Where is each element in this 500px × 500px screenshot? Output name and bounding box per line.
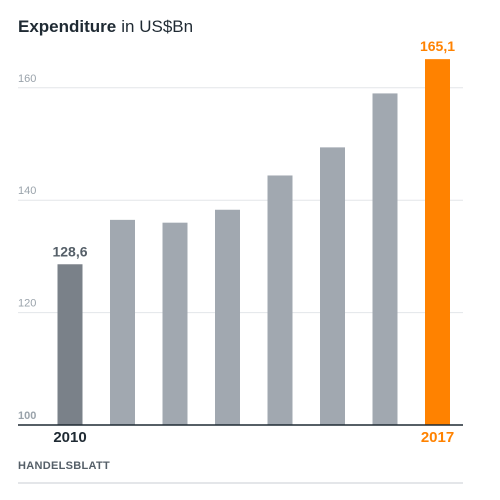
chart-title-group: Expenditure in US$Bn xyxy=(18,17,193,36)
y-tick-label-140: 140 xyxy=(18,185,36,197)
y-tick-label-160: 160 xyxy=(18,73,36,85)
data-label-first: 128,6 xyxy=(52,243,87,259)
x-tick-label-2017: 2017 xyxy=(421,429,454,446)
bar-2013 xyxy=(215,209,240,425)
bar-series xyxy=(57,59,450,426)
bar-2017 xyxy=(425,59,450,425)
bar-2015 xyxy=(320,147,345,425)
bar-2010 xyxy=(57,264,83,425)
bar-2016 xyxy=(372,93,398,426)
chart-subtitle: in US$Bn xyxy=(121,17,193,36)
y-tick-label-100: 100 xyxy=(18,410,36,422)
y-tick-label-120: 120 xyxy=(18,298,36,310)
data-label-last: 165,1 xyxy=(420,38,455,54)
source-label: HANDELSBLATT xyxy=(18,460,110,472)
chart-title: Expenditure xyxy=(18,17,116,36)
bar-2014 xyxy=(267,175,293,425)
x-tick-label-2010: 2010 xyxy=(53,429,86,446)
data-labels: 128,6 165,1 xyxy=(52,38,455,259)
bar-2011 xyxy=(110,219,135,425)
x-axis-labels: 2010 2017 xyxy=(53,429,454,446)
bar-2012 xyxy=(162,222,188,425)
